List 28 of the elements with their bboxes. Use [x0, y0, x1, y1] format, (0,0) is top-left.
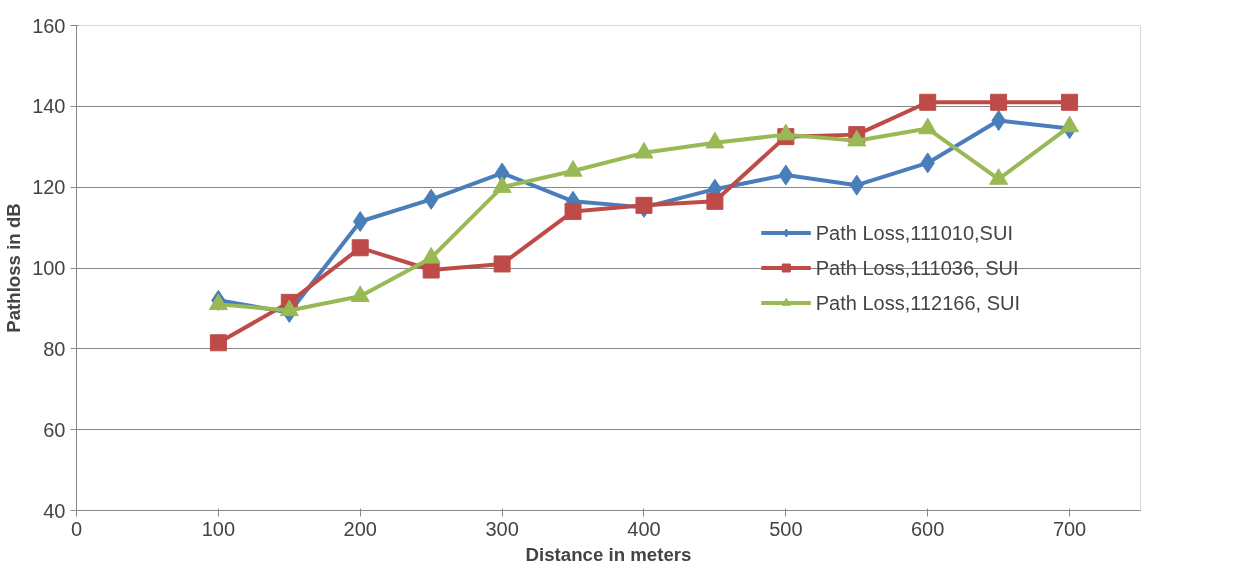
point: [919, 93, 937, 111]
y-tick-label: 120: [32, 176, 66, 199]
point: [1061, 93, 1079, 111]
point: [564, 202, 582, 220]
legend-label: Path Loss,112166, SUI: [815, 291, 1020, 314]
point: [990, 93, 1008, 111]
point: [209, 334, 227, 352]
x-tick-label: 0: [70, 517, 83, 540]
y-tick-label: 100: [32, 257, 66, 279]
legend-label: Path Loss,111010,SUI: [815, 221, 1013, 244]
x-tick-label: 600: [911, 517, 945, 540]
x-tick-label: 300: [485, 517, 519, 540]
y-tick-label: 40: [43, 499, 66, 522]
point: [351, 239, 369, 257]
x-axis-title: Distance in meters: [525, 543, 692, 565]
x-tick-label: 500: [769, 517, 803, 540]
y-axis-title: Pathloss in dB: [3, 203, 25, 333]
point: [706, 192, 724, 210]
y-tick-label: 140: [32, 95, 66, 118]
point: [493, 255, 511, 273]
y-tick-label: 160: [32, 14, 66, 37]
x-tick-label: 400: [627, 517, 661, 540]
y-tick-label: 80: [43, 337, 66, 360]
y-tick-label: 60: [43, 418, 66, 441]
x-tick-label: 200: [343, 517, 377, 540]
point: [635, 196, 653, 214]
x-tick-label: 100: [201, 517, 236, 540]
x-tick-label: 700: [1052, 517, 1087, 540]
